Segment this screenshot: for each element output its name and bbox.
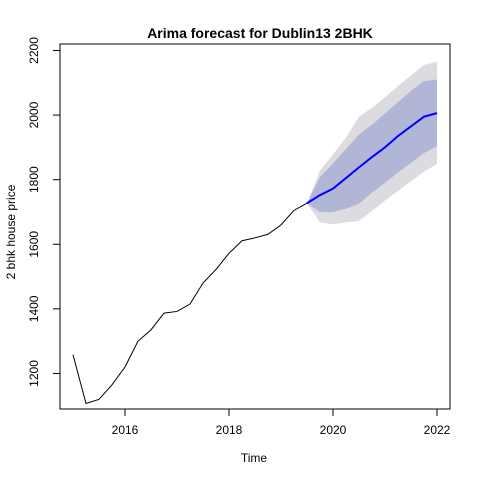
forecast-intervals	[307, 61, 437, 225]
y-tick-label: 2000	[27, 101, 41, 128]
interval-80-band	[307, 79, 437, 212]
y-tick-label: 1800	[27, 166, 41, 193]
x-axis: 2016 2018 2020 2022	[112, 408, 451, 437]
chart-title: Arima forecast for Dublin13 2BHK	[147, 25, 373, 41]
forecast-line	[306, 112, 438, 205]
y-tick-label: 1600	[27, 231, 41, 258]
history-line	[72, 202, 308, 405]
y-axis-label: 2 bhk house price	[4, 184, 18, 279]
y-tick-label: 2200	[27, 37, 41, 64]
x-axis-label: Time	[241, 451, 268, 465]
series-lines	[72, 112, 438, 405]
x-tick-label: 2020	[320, 423, 347, 437]
x-tick-label: 2018	[216, 423, 243, 437]
x-tick-label: 2022	[424, 423, 451, 437]
y-tick-label: 1400	[27, 295, 41, 322]
y-tick-label: 1200	[27, 360, 41, 387]
x-tick-label: 2016	[112, 423, 139, 437]
y-axis: 1200 1400 1600 1800 2000 2200	[27, 37, 61, 387]
